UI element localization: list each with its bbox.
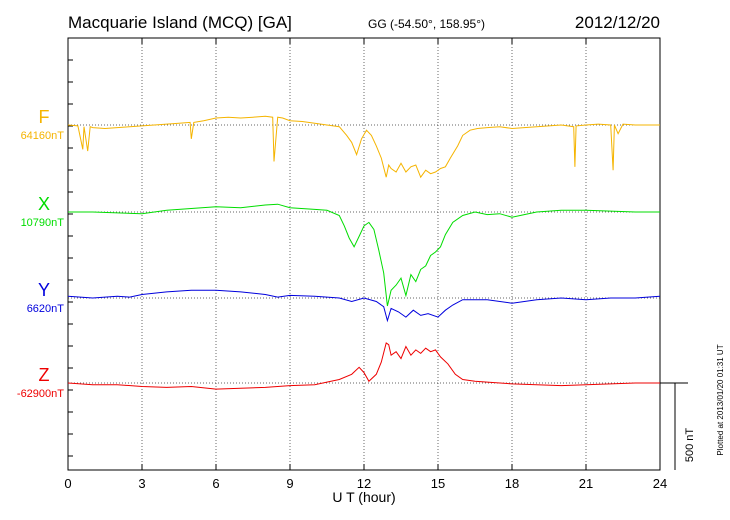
series-name-y: Y	[38, 280, 50, 300]
x-tick-label: 24	[653, 476, 667, 491]
x-tick-label: 15	[431, 476, 445, 491]
x-tick-label: 6	[212, 476, 219, 491]
date-label: 2012/12/20	[575, 13, 660, 32]
series-line-z	[67, 342, 660, 390]
series-baseline-f: 64160nT	[21, 130, 65, 142]
series-line-y	[67, 289, 661, 323]
series-baseline-y: 6620nT	[27, 303, 65, 315]
x-tick-label: 18	[505, 476, 519, 491]
x-tick-label: 0	[64, 476, 71, 491]
series-name-f: F	[39, 107, 50, 127]
x-tick-label: 12	[357, 476, 371, 491]
scale-bar: 500 nT	[660, 382, 696, 470]
x-axis: 0 3 6 9 12 15 18 21 24	[64, 38, 667, 491]
station-coords: GG (-54.50°, 158.95°)	[368, 17, 485, 31]
x-tick-label: 3	[138, 476, 145, 491]
plotted-note: Plotted at 2013/01/20 01:31 UT	[716, 344, 725, 455]
grid-lines	[141, 38, 587, 470]
station-title: Macquarie Island (MCQ) [GA]	[68, 13, 292, 32]
series-line-x	[68, 203, 660, 307]
series-group	[67, 115, 661, 390]
series-line-f	[67, 115, 660, 179]
series-name-z: Z	[39, 365, 50, 385]
series-baseline-z: -62900nT	[17, 388, 64, 400]
x-tick-label: 21	[579, 476, 593, 491]
x-axis-label: U T (hour)	[332, 489, 395, 505]
scale-bar-label: 500 nT	[684, 428, 696, 463]
x-tick-label: 9	[286, 476, 293, 491]
series-baseline-x: 10790nT	[21, 217, 65, 229]
series-labels: F 64160nT X 10790nT Y 6620nT Z -62900nT	[17, 107, 64, 400]
series-name-x: X	[38, 194, 50, 214]
